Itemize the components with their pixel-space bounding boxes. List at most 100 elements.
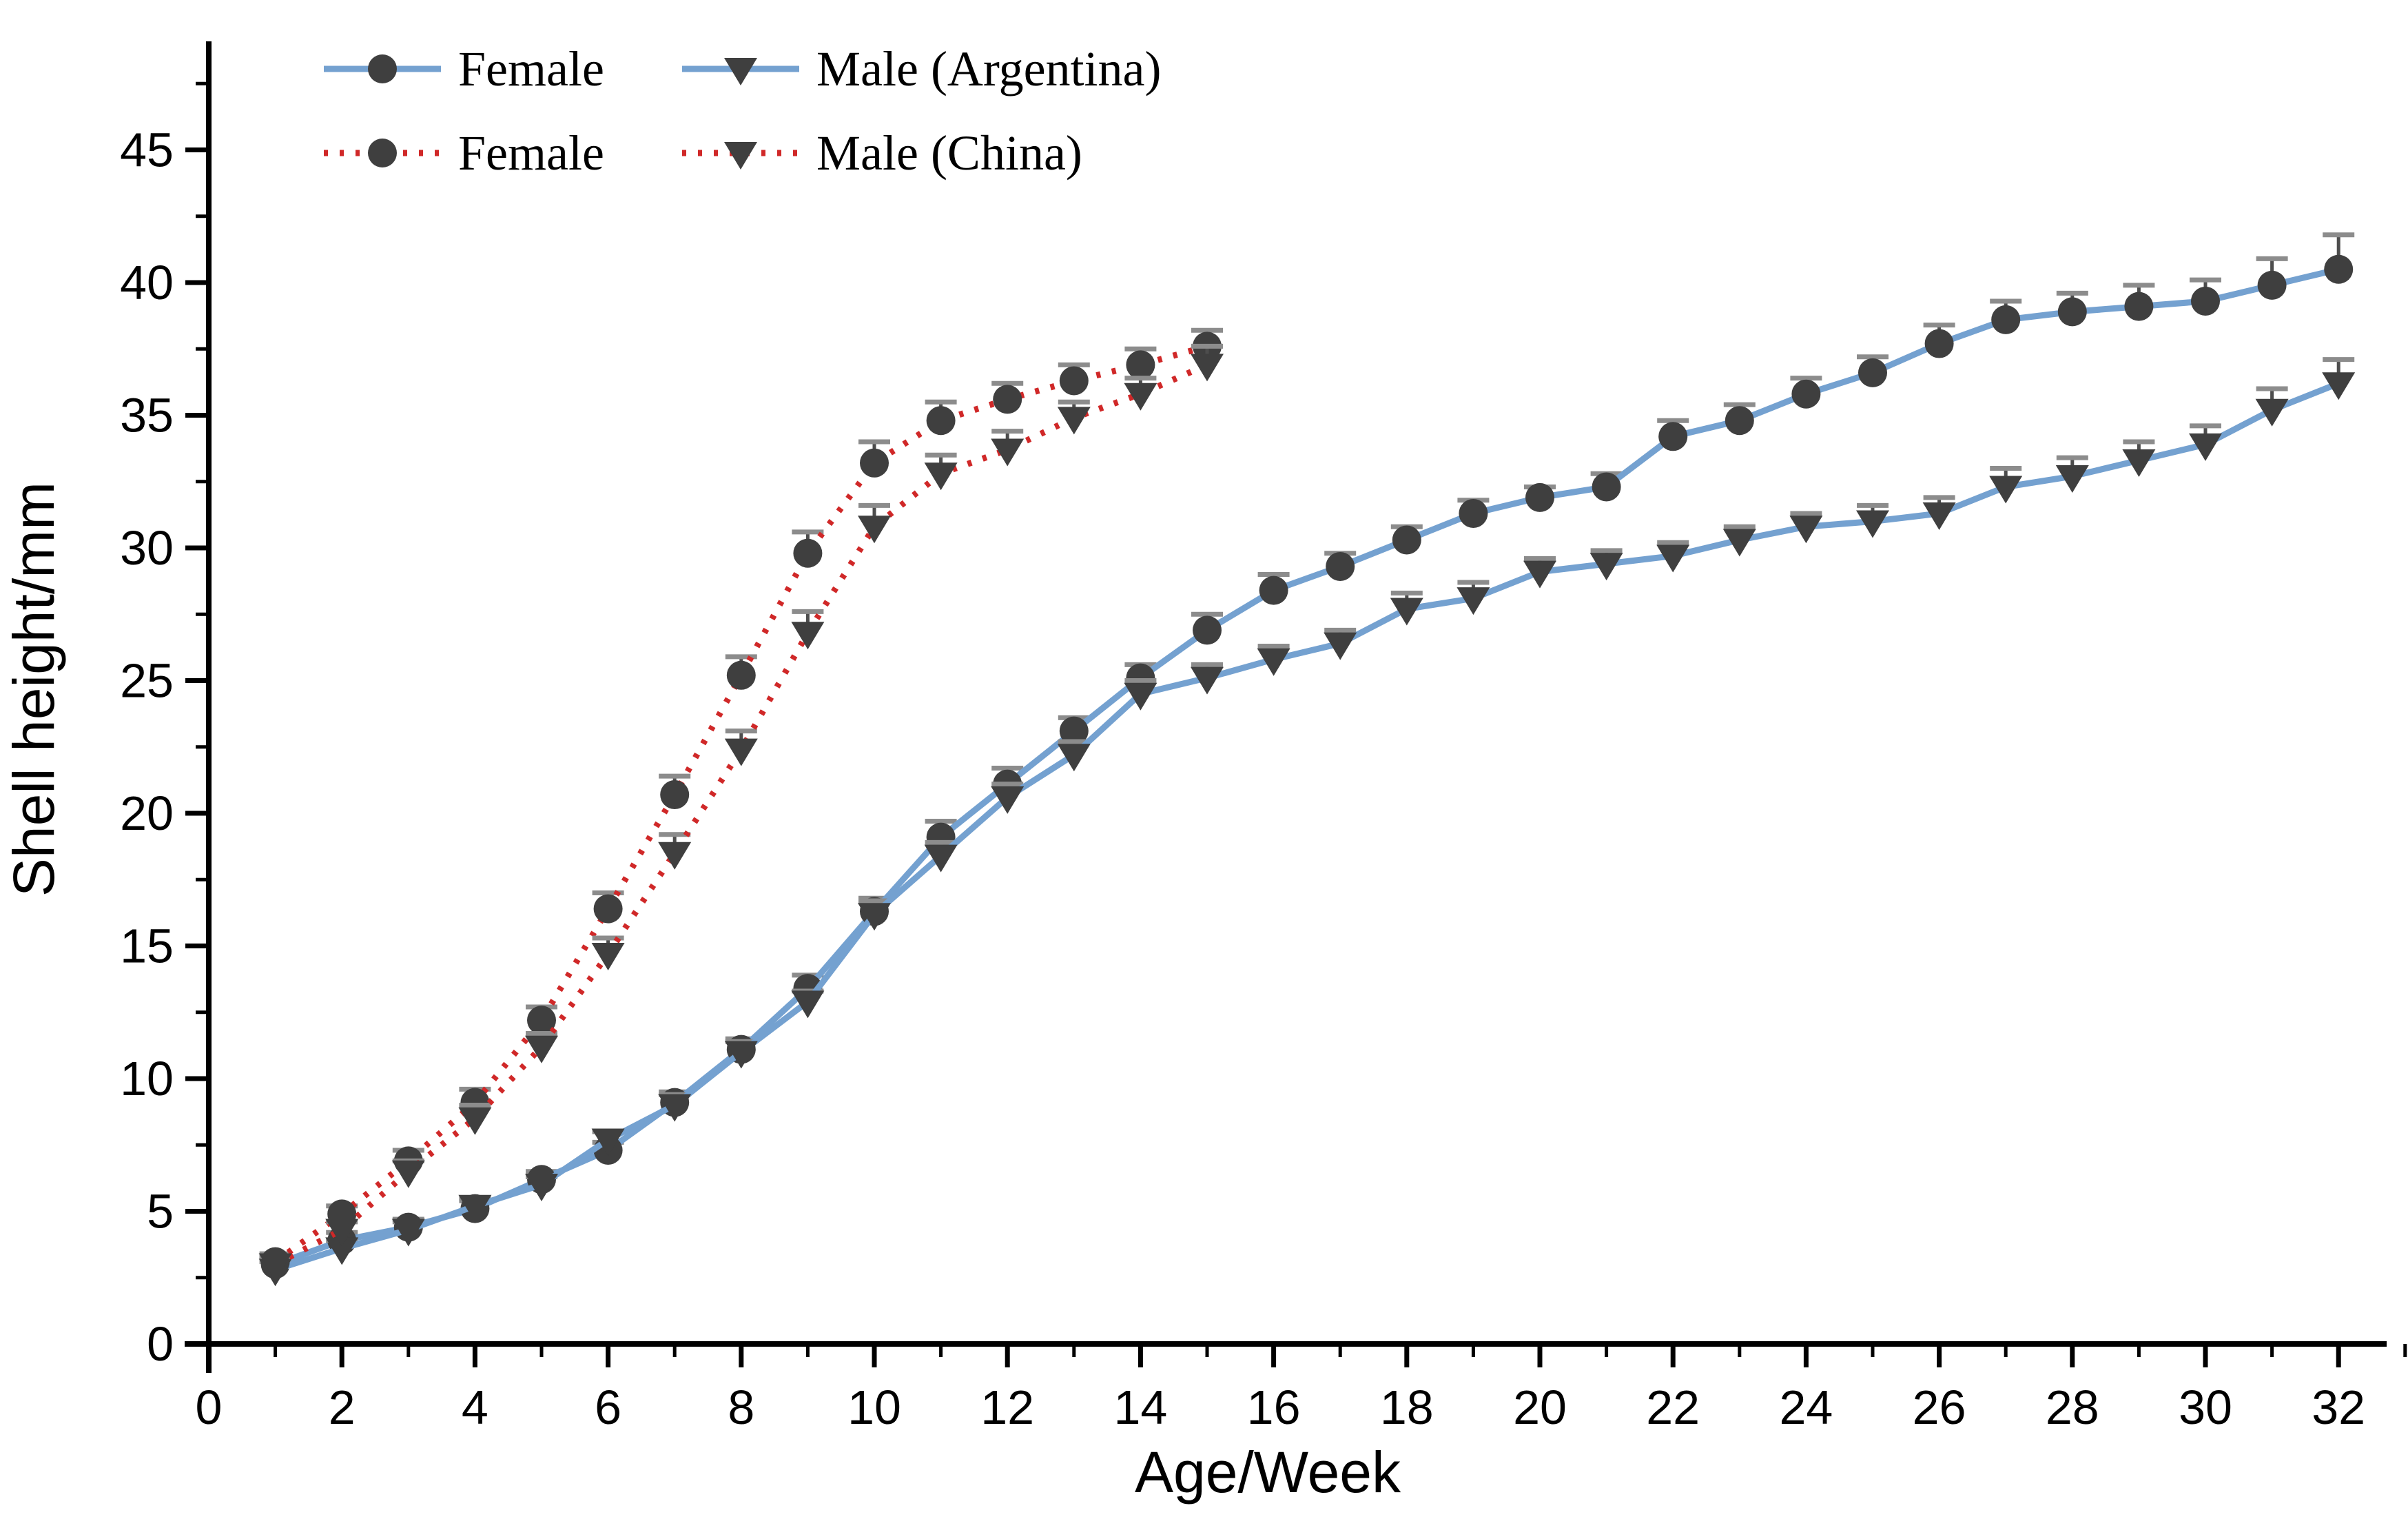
data-point-triangle-marker [2122,449,2156,477]
data-point-triangle-marker [1457,587,1490,615]
data-point-triangle-marker [2322,372,2356,400]
data-point-triangle-marker [1722,529,1756,557]
series-arg_male [258,357,2356,1287]
y-tick-label: 20 [120,786,174,840]
data-point-circle-marker [926,406,956,436]
data-point-triangle-marker [724,142,757,170]
data-point-circle-marker [993,385,1022,414]
y-tick-label: 10 [120,1052,174,1105]
legend-label: Male (Argentina) [816,41,1161,96]
data-point-circle-marker [368,139,397,167]
data-point-triangle-marker [1057,744,1091,772]
data-point-triangle-marker [1922,502,1956,530]
y-axis-title: Shell height/mm [1,482,66,897]
y-axis: 0 5 10 15 20 25 30 35 40 45 [120,81,209,1371]
y-tick-label: 15 [120,919,174,973]
data-point-circle-marker [1126,350,1155,380]
y-tick-label: 35 [120,389,174,442]
data-point-triangle-marker [991,786,1025,814]
x-tick-label: 18 [1380,1380,1434,1434]
data-point-triangle-marker [591,1128,625,1156]
data-point-triangle-marker [1057,407,1091,435]
data-point-circle-marker [1725,406,1754,436]
data-point-triangle-marker [858,903,891,931]
data-point-triangle-marker [2055,465,2089,493]
markers-cn_male [258,354,1224,1281]
data-point-circle-marker [1059,716,1089,746]
x-axis-title: Age/Week [1135,1440,1401,1505]
data-point-triangle-marker [1989,476,2023,504]
data-point-triangle-marker [325,1237,359,1265]
data-point-triangle-marker [1257,648,1290,676]
data-point-circle-marker [527,1006,556,1035]
y-tick-label: 5 [147,1185,174,1239]
data-point-circle-marker [1791,379,1821,409]
y-tick-label: 25 [120,654,174,708]
data-point-triangle-marker [525,1035,558,1063]
x-tick-label: 12 [980,1380,1034,1434]
data-point-circle-marker [726,660,756,690]
x-tick-label: 0 [196,1380,223,1434]
x-tick-label: 32 [2312,1380,2365,1434]
data-point-triangle-marker [924,462,958,491]
data-point-circle-marker [1924,329,1954,358]
data-point-circle-marker [1991,305,2021,334]
legend-item-cn_female[interactable]: Female [324,125,604,181]
data-point-circle-marker [1858,358,1887,387]
data-point-circle-marker [793,538,823,568]
data-point-triangle-marker [1324,632,1357,660]
x-tick-label: 10 [847,1380,901,1434]
data-point-triangle-marker [391,1219,425,1247]
data-point-triangle-marker [658,1094,692,1122]
legend-item-cn_male[interactable]: Male (China) [682,125,1082,181]
series-line-cn_female [273,343,1208,1265]
data-point-triangle-marker [2255,398,2289,427]
data-point-triangle-marker [458,1194,492,1223]
legend-label: Female [458,125,604,181]
x-tick-label: 20 [1513,1380,1567,1434]
x-axis: 0 2 4 6 8 10 12 14 16 18 20 22 24 26 28 30 32 [196,1344,2407,1434]
data-point-circle-marker [1658,422,1688,451]
x-tick-label: 22 [1646,1380,1700,1434]
data-point-triangle-marker [724,738,758,766]
data-point-circle-marker [593,894,623,924]
series-line-cn_male [274,362,1208,1267]
x-tick-label: 30 [2179,1380,2232,1434]
data-point-triangle-marker [1589,553,1623,581]
x-tick-label: 4 [462,1380,488,1434]
data-point-triangle-marker [391,1160,425,1188]
y-tick-label: 30 [120,521,174,575]
data-point-circle-marker [1059,366,1089,396]
y-tick-label: 45 [120,123,174,177]
data-point-triangle-marker [1789,516,1823,544]
data-point-circle-marker [2257,270,2287,300]
data-point-circle-marker [1259,575,1288,605]
data-point-triangle-marker [1390,598,1423,626]
data-point-triangle-marker [724,1041,758,1069]
legend-item-arg_female[interactable]: Female [324,41,604,96]
x-tick-label: 16 [1247,1380,1301,1434]
data-point-circle-marker [2057,297,2087,327]
data-point-triangle-marker [2189,433,2222,461]
legend: Female Male (Argentina) Female Male (China) [324,41,1161,181]
y-tick-label: 40 [120,256,174,309]
data-point-circle-marker [1592,472,1621,502]
legend-label: Female [458,41,604,96]
data-point-circle-marker [2191,286,2220,316]
data-point-circle-marker [1392,525,1421,555]
y-tick-label: 0 [147,1317,174,1371]
x-tick-label: 28 [2046,1380,2099,1434]
data-point-triangle-marker [458,1107,492,1135]
data-point-triangle-marker [1656,544,1690,573]
data-point-triangle-marker [858,516,891,544]
data-point-triangle-marker [1191,354,1224,382]
data-point-triangle-marker [1124,383,1157,411]
data-point-triangle-marker [525,1174,558,1201]
data-point-triangle-marker [325,1219,359,1247]
x-tick-label: 2 [329,1380,356,1434]
legend-item-arg_male[interactable]: Male (Argentina) [682,41,1161,96]
data-point-triangle-marker [791,990,825,1019]
